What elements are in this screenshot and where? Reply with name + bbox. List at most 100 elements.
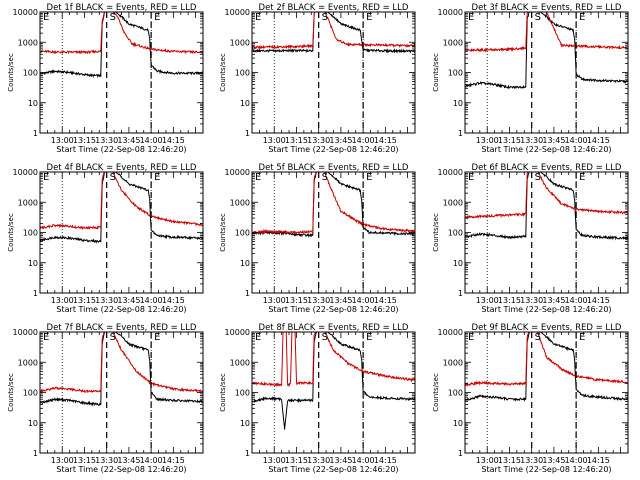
x-tick-label: 13:00	[51, 296, 74, 305]
y-tick-label: 100	[235, 389, 250, 398]
x-tick-label: 13:15	[498, 296, 521, 305]
y-axis-label: Counts/sec	[7, 213, 15, 252]
event-marker-label: E	[579, 332, 585, 343]
x-tick-label: 14:15	[162, 296, 185, 305]
x-axis-label: Start Time (22-Sep-08 12:46:20)	[56, 465, 186, 474]
event-marker-label: E	[43, 332, 49, 343]
x-tick-label: 13:00	[476, 456, 499, 465]
y-tick-label: 1	[245, 129, 250, 138]
y-tick-label: 1000	[18, 358, 38, 367]
panel-title: Det 7f BLACK = Events, RED = LLD	[47, 323, 197, 333]
red-lld-line	[40, 332, 203, 394]
event-marker-label: S	[322, 172, 328, 183]
x-axis-label: Start Time (22-Sep-08 12:46:20)	[481, 145, 611, 154]
x-tick-label: 13:45	[117, 456, 140, 465]
x-tick-label: 13:15	[73, 456, 96, 465]
x-tick-label: 14:00	[352, 296, 375, 305]
red-lld-line	[465, 12, 628, 53]
y-tick-label: 100	[448, 69, 463, 78]
x-tick-label: 13:45	[117, 296, 140, 305]
x-tick-label: 14:00	[565, 456, 588, 465]
y-tick-label: 10	[28, 259, 38, 268]
y-tick-label: 10	[28, 419, 38, 428]
x-axis-label: Start Time (22-Sep-08 12:46:20)	[268, 465, 398, 474]
y-tick-label: 10	[240, 99, 250, 108]
y-tick-label: 1	[458, 289, 463, 298]
red-lld-line	[465, 332, 628, 388]
y-axis-label: Counts/sec	[432, 53, 440, 92]
x-tick-label: 13:30	[307, 136, 330, 145]
y-tick-label: 10000	[438, 168, 463, 177]
x-tick-label: 14:00	[565, 136, 588, 145]
x-tick-label: 13:45	[329, 456, 352, 465]
y-axis-label: Counts/sec	[219, 373, 227, 412]
x-tick-label: 13:30	[95, 296, 118, 305]
y-tick-label: 1000	[18, 198, 38, 207]
x-tick-label: 13:45	[117, 136, 140, 145]
event-marker-label: E	[468, 12, 474, 23]
y-tick-label: 10	[453, 419, 463, 428]
event-marker-label: E	[366, 332, 372, 343]
y-tick-label: 10000	[13, 328, 38, 337]
x-tick-label: 14:15	[374, 456, 397, 465]
event-marker-label: E	[366, 12, 372, 23]
x-tick-label: 14:15	[587, 456, 610, 465]
y-tick-label: 100	[235, 69, 250, 78]
x-tick-label: 13:15	[498, 136, 521, 145]
panel-title: Det 9f BLACK = Events, RED = LLD	[472, 323, 622, 333]
x-tick-label: 13:15	[285, 136, 308, 145]
y-tick-label: 1000	[443, 38, 463, 47]
y-tick-label: 1	[245, 449, 250, 458]
black-events-line	[40, 332, 203, 407]
y-tick-label: 1000	[443, 198, 463, 207]
x-tick-label: 13:30	[95, 456, 118, 465]
x-tick-label: 13:15	[285, 456, 308, 465]
red-lld-line	[252, 172, 415, 236]
y-tick-label: 1	[33, 289, 38, 298]
event-marker-label: E	[366, 172, 372, 183]
black-events-line	[465, 332, 628, 403]
y-tick-label: 10000	[438, 328, 463, 337]
y-axis-label: Counts/sec	[219, 53, 227, 92]
x-tick-label: 13:30	[520, 296, 543, 305]
event-marker-label: S	[322, 12, 328, 23]
x-tick-label: 13:00	[51, 456, 74, 465]
event-marker-label: E	[43, 12, 49, 23]
x-tick-label: 13:15	[73, 296, 96, 305]
black-events-line	[465, 12, 628, 90]
x-tick-label: 13:45	[542, 456, 565, 465]
y-tick-label: 10000	[13, 168, 38, 177]
x-tick-label: 13:00	[263, 296, 286, 305]
event-marker-label: E	[468, 172, 474, 183]
y-tick-label: 10000	[225, 168, 250, 177]
curves	[465, 332, 628, 403]
curves	[40, 332, 203, 407]
panel-title: Det 4f BLACK = Events, RED = LLD	[47, 163, 197, 173]
red-lld-line	[40, 12, 203, 55]
y-tick-label: 100	[23, 229, 38, 238]
x-tick-label: 14:00	[352, 136, 375, 145]
x-tick-label: 13:15	[73, 136, 96, 145]
x-axis-label: Start Time (22-Sep-08 12:46:20)	[268, 145, 398, 154]
event-marker-label: S	[535, 172, 541, 183]
red-lld-line	[252, 12, 415, 51]
y-tick-label: 100	[235, 229, 250, 238]
black-events-line	[40, 172, 203, 244]
y-tick-label: 100	[23, 389, 38, 398]
x-tick-label: 14:15	[374, 136, 397, 145]
x-tick-label: 14:00	[140, 296, 163, 305]
y-tick-label: 10000	[13, 8, 38, 17]
event-marker-label: E	[579, 172, 585, 183]
y-axis-label: Counts/sec	[432, 373, 440, 412]
curves	[252, 332, 415, 430]
x-axis-label: Start Time (22-Sep-08 12:46:20)	[56, 305, 186, 314]
y-tick-label: 100	[448, 229, 463, 238]
event-marker-label: S	[110, 172, 116, 183]
x-tick-label: 14:00	[352, 456, 375, 465]
x-tick-label: 13:30	[95, 136, 118, 145]
y-tick-label: 10000	[225, 328, 250, 337]
